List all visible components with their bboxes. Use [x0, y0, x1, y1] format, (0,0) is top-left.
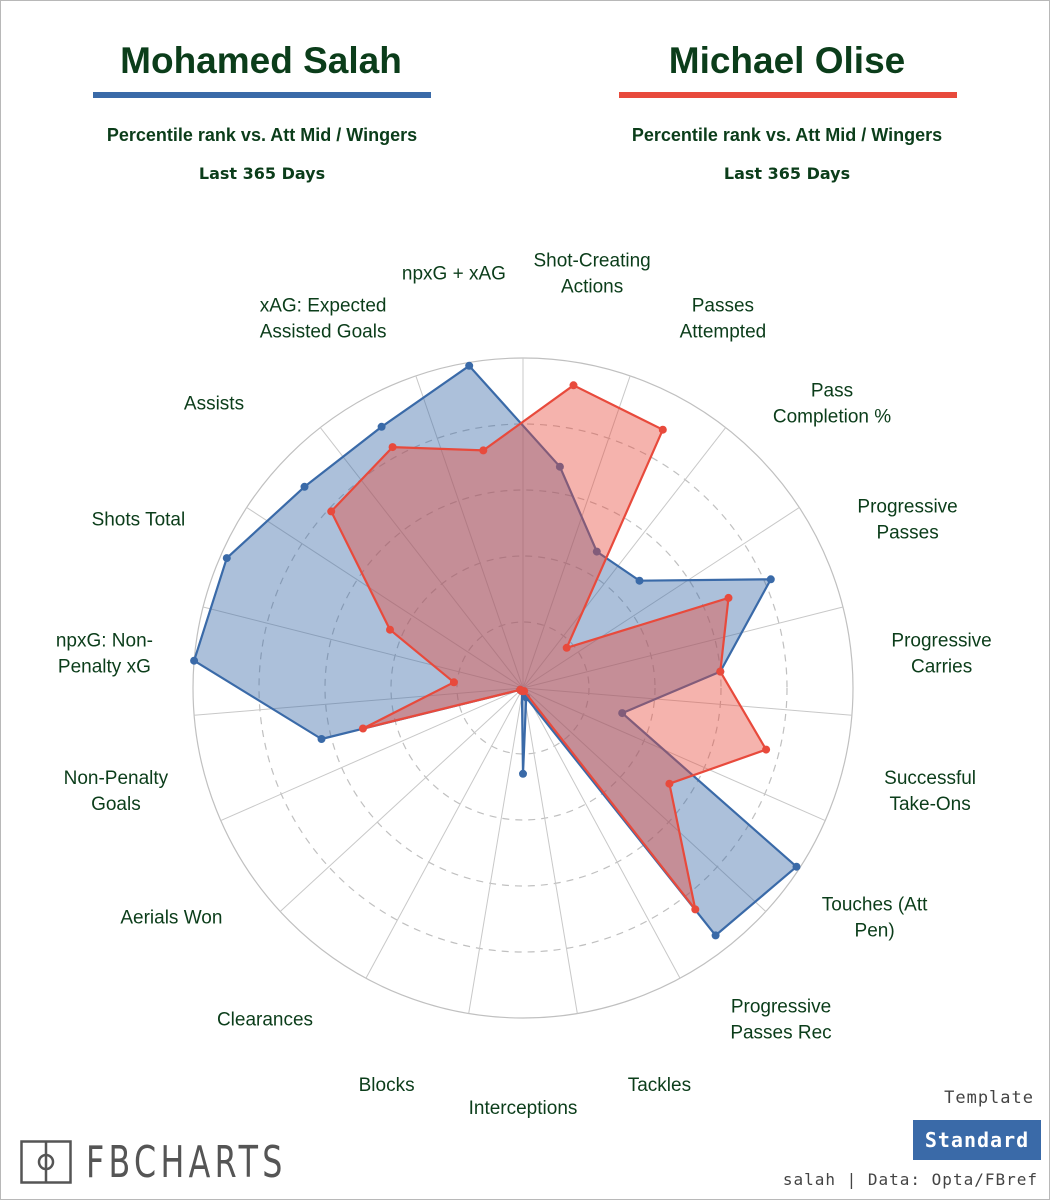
player1-name: Mohamed Salah — [120, 40, 402, 81]
category-label-11: Clearances — [217, 1009, 313, 1030]
category-label-3: Progressive Passes — [857, 496, 957, 543]
grid-spoke — [468, 687, 524, 1014]
data-point-series2-12 — [516, 685, 525, 694]
grid-spoke — [415, 375, 524, 689]
grid-spoke — [522, 427, 727, 689]
fbcharts-logo: FBCHARTS — [20, 1136, 365, 1188]
grid-spoke — [522, 507, 800, 689]
data-point-series1-14 — [190, 656, 199, 665]
category-label-13: Non-Penalty Goals — [64, 768, 169, 815]
grid-spoke — [522, 687, 767, 912]
grid-spoke — [220, 687, 524, 822]
data-point-series1-17 — [377, 422, 386, 431]
grid-spoke — [319, 427, 524, 689]
category-label-5: Successful Take-Ons — [884, 768, 976, 815]
grid-ring-20 — [456, 621, 590, 755]
data-point-series1-15 — [222, 554, 231, 563]
data-point-series2-13 — [359, 724, 367, 733]
data-point-series1-13 — [317, 735, 326, 743]
grid-spoke — [522, 606, 844, 689]
data-point-series1-1 — [592, 547, 601, 556]
grid-spoke — [279, 687, 524, 912]
grid-spoke — [202, 606, 524, 689]
grid-ring-80 — [258, 423, 788, 953]
data-point-series1-18 — [465, 361, 474, 370]
grid-spoke — [365, 687, 524, 979]
category-label-10: Blocks — [359, 1075, 415, 1096]
category-label-4: Progressive Carries — [891, 630, 991, 677]
category-label-1: Passes Attempted — [680, 296, 767, 343]
data-point-series1-7 — [711, 931, 720, 940]
data-point-series1-5 — [618, 709, 627, 718]
data-point-series2-18 — [479, 446, 488, 455]
category-label-15: Shots Total — [92, 509, 186, 530]
data-point-series1-0 — [555, 462, 564, 471]
player1-color-bar — [93, 92, 431, 98]
data-point-series2-0 — [569, 381, 578, 390]
category-label-18: npxG + xAG — [402, 264, 506, 285]
data-point-series2-15 — [386, 625, 394, 634]
player1-subtitle: Percentile rank vs. Att Mid / Wingers — [106, 125, 418, 145]
player2-color-bar — [619, 92, 957, 98]
data-point-series2-3 — [724, 593, 733, 602]
logo-text: FBCHARTS — [86, 1136, 287, 1188]
data-point-series1-2 — [635, 576, 644, 585]
grid-spoke — [522, 687, 681, 979]
pitch-logo-icon — [20, 1140, 72, 1184]
data-point-series1-16 — [300, 482, 309, 491]
player2-subtitle: Percentile rank vs. Att Mid / Wingers — [631, 125, 943, 145]
grid-spoke — [522, 687, 578, 1014]
data-point-series1-6 — [792, 862, 801, 871]
player1-period: Last 365 Days — [198, 164, 326, 183]
data-point-series2-4 — [716, 667, 725, 676]
data-point-series2-5 — [762, 745, 771, 754]
category-label-14: npxG: Non-Penalty xG — [56, 630, 153, 677]
category-label-2: Pass Completion % — [773, 381, 891, 428]
category-label-12: Aerials Won — [120, 908, 222, 929]
category-label-7: Progressive Passes Rec — [730, 996, 831, 1043]
grid-ring-60 — [324, 489, 722, 887]
category-label-9: Interceptions — [469, 1098, 578, 1119]
data-credit: salah | Data: Opta/FBref — [782, 1170, 1038, 1189]
category-label-17: xAG: Expected Assisted Goals — [260, 296, 387, 343]
data-point-series1-3 — [766, 575, 775, 584]
grid-spoke — [522, 687, 826, 822]
category-label-6: Touches (Att Pen) — [822, 895, 928, 942]
grid-ring-40 — [390, 555, 656, 821]
category-label-0: Shot-Creating Actions — [533, 251, 650, 298]
data-point-series2-7 — [691, 905, 700, 914]
series-area-1 — [193, 364, 798, 937]
data-point-series2-6 — [665, 779, 674, 788]
category-label-8: Tackles — [628, 1075, 691, 1096]
grid-spoke — [522, 687, 852, 716]
data-point-series2-16 — [327, 507, 336, 516]
data-point-series2-2 — [562, 643, 571, 652]
data-point-series2-1 — [658, 425, 667, 434]
grid-spoke — [194, 687, 524, 716]
grid-spoke — [246, 507, 524, 689]
template-standard-button[interactable]: Standard — [913, 1120, 1041, 1160]
data-point-series2-14 — [449, 678, 458, 687]
grid-spoke — [522, 375, 631, 689]
player2-period: Last 365 Days — [723, 164, 851, 183]
template-label: Template — [944, 1088, 1034, 1108]
data-point-series2-17 — [388, 443, 397, 452]
player2-name: Michael Olise — [668, 40, 906, 81]
category-label-16: Assists — [184, 394, 244, 415]
data-point-series1-9 — [519, 769, 527, 778]
